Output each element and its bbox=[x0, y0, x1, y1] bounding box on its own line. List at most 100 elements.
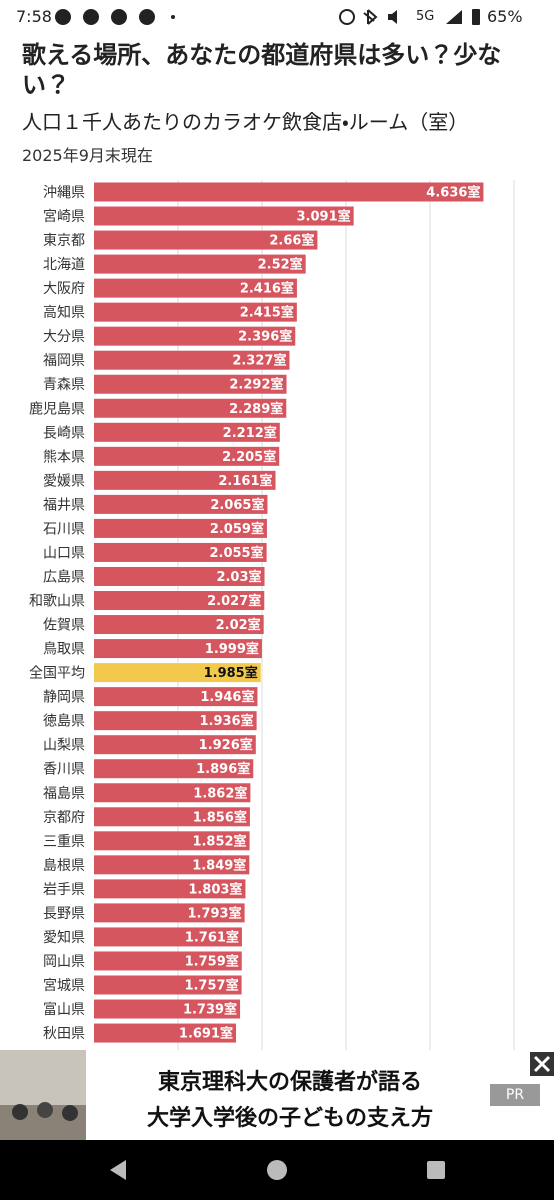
value-label: 2.52室 bbox=[258, 257, 303, 273]
category-label: 福井県 bbox=[43, 497, 85, 513]
bar bbox=[94, 615, 264, 635]
category-label: 山口県 bbox=[43, 545, 85, 561]
bar bbox=[94, 422, 280, 442]
category-label: 岡山県 bbox=[43, 954, 85, 970]
value-label: 2.415室 bbox=[240, 305, 294, 321]
value-label: 2.03室 bbox=[216, 569, 261, 585]
category-label: 東京都 bbox=[43, 233, 85, 249]
category-label: 青森県 bbox=[43, 377, 85, 393]
bar bbox=[94, 302, 297, 322]
category-label: 島根県 bbox=[43, 858, 85, 874]
value-label: 1.852室 bbox=[192, 833, 246, 849]
value-label: 2.289室 bbox=[229, 401, 283, 417]
bar bbox=[94, 542, 267, 562]
bar bbox=[94, 1023, 237, 1043]
value-label: 1.862室 bbox=[193, 785, 247, 801]
value-label: 1.691室 bbox=[179, 1026, 233, 1042]
bar bbox=[94, 518, 267, 538]
category-label: 山梨県 bbox=[43, 738, 85, 754]
bar bbox=[94, 278, 297, 298]
category-label: 静岡県 bbox=[43, 690, 85, 706]
category-label: 三重県 bbox=[43, 834, 85, 850]
bar bbox=[94, 735, 256, 755]
value-label: 2.396室 bbox=[238, 329, 292, 345]
chart-note: 2025年9月末現在 bbox=[22, 146, 153, 165]
ad-line: 東京理科大の保護者が語る bbox=[157, 1070, 422, 1095]
bar bbox=[94, 879, 246, 899]
value-label: 2.327室 bbox=[232, 353, 286, 369]
bar bbox=[94, 591, 265, 611]
value-label: 1.999室 bbox=[205, 641, 259, 657]
value-label: 1.803室 bbox=[188, 881, 242, 897]
value-label: 2.292室 bbox=[229, 377, 283, 393]
category-label: 石川県 bbox=[43, 521, 85, 537]
bar bbox=[94, 903, 245, 923]
category-label: 福岡県 bbox=[43, 353, 85, 369]
bar bbox=[94, 470, 276, 490]
value-label: 2.027室 bbox=[207, 593, 261, 609]
chart-title: 歌える場所、あなたの都道府県は多い？少ない？ bbox=[22, 41, 502, 99]
value-label: 1.985室 bbox=[204, 665, 258, 681]
bar bbox=[94, 254, 306, 274]
category-label: 富山県 bbox=[43, 1002, 85, 1018]
bar bbox=[94, 663, 261, 683]
status-bar: 7:58 5G 65% bbox=[0, 0, 554, 34]
category-label: 和歌山県 bbox=[29, 594, 85, 610]
bar bbox=[94, 855, 250, 875]
value-label: 2.065室 bbox=[210, 497, 264, 513]
back-button[interactable] bbox=[110, 1160, 126, 1180]
category-label: 高知県 bbox=[43, 304, 85, 321]
bar bbox=[94, 639, 262, 659]
bar bbox=[94, 182, 484, 202]
bar bbox=[94, 326, 296, 346]
value-label: 1.936室 bbox=[199, 713, 253, 729]
close-button[interactable] bbox=[530, 1052, 554, 1076]
category-label: 宮崎県 bbox=[43, 209, 85, 225]
bar bbox=[94, 783, 251, 803]
value-label: 4.636室 bbox=[426, 185, 480, 201]
value-label: 2.212室 bbox=[223, 425, 277, 441]
bar bbox=[94, 759, 254, 779]
category-label: 愛知県 bbox=[43, 929, 85, 946]
value-label: 1.849室 bbox=[192, 857, 246, 873]
ad-badge: PR bbox=[490, 1084, 540, 1106]
value-label: 2.161室 bbox=[218, 473, 272, 489]
chart-subtitle: 人口１千人あたりのカラオケ飲食店・ルーム（室） bbox=[22, 110, 469, 134]
ad-line: 大学入学後の子どもの支え方 bbox=[146, 1106, 433, 1131]
recents-button[interactable] bbox=[427, 1161, 445, 1179]
category-label: 長野県 bbox=[43, 906, 85, 922]
category-label: 秋田県 bbox=[43, 1026, 85, 1042]
category-label: 鳥取県 bbox=[43, 642, 85, 658]
ad-banner[interactable]: 東京理科大の保護者が語る 大学入学後の子どもの支え方 PR bbox=[0, 1050, 554, 1140]
value-label: 2.205室 bbox=[222, 449, 276, 465]
category-label: 岩手県 bbox=[43, 882, 85, 898]
category-label: 鹿児島県 bbox=[29, 401, 85, 417]
category-label: 広島県 bbox=[43, 569, 85, 585]
bar bbox=[94, 566, 265, 586]
category-label: 沖縄県 bbox=[43, 185, 85, 201]
value-label: 1.926室 bbox=[199, 737, 253, 753]
value-label: 2.055室 bbox=[209, 545, 263, 561]
status-icons bbox=[55, 9, 175, 25]
ad-image bbox=[0, 1050, 86, 1140]
value-label: 1.739室 bbox=[183, 1002, 237, 1018]
battery: 65% bbox=[487, 7, 523, 26]
category-label: 京都府 bbox=[43, 810, 85, 826]
bar bbox=[94, 927, 242, 947]
clock: 7:58 bbox=[16, 7, 52, 26]
value-label: 1.793室 bbox=[187, 905, 241, 921]
value-label: 2.416室 bbox=[240, 281, 294, 297]
category-label: 北海道 bbox=[43, 257, 85, 273]
bar bbox=[94, 398, 287, 418]
home-button[interactable] bbox=[267, 1160, 287, 1180]
bar bbox=[94, 350, 290, 370]
category-label: 佐賀県 bbox=[43, 618, 85, 634]
bar bbox=[94, 711, 257, 731]
bar bbox=[94, 687, 258, 707]
value-label: 1.896室 bbox=[196, 761, 250, 777]
value-label: 3.091室 bbox=[297, 209, 351, 225]
value-label: 1.946室 bbox=[200, 689, 254, 705]
